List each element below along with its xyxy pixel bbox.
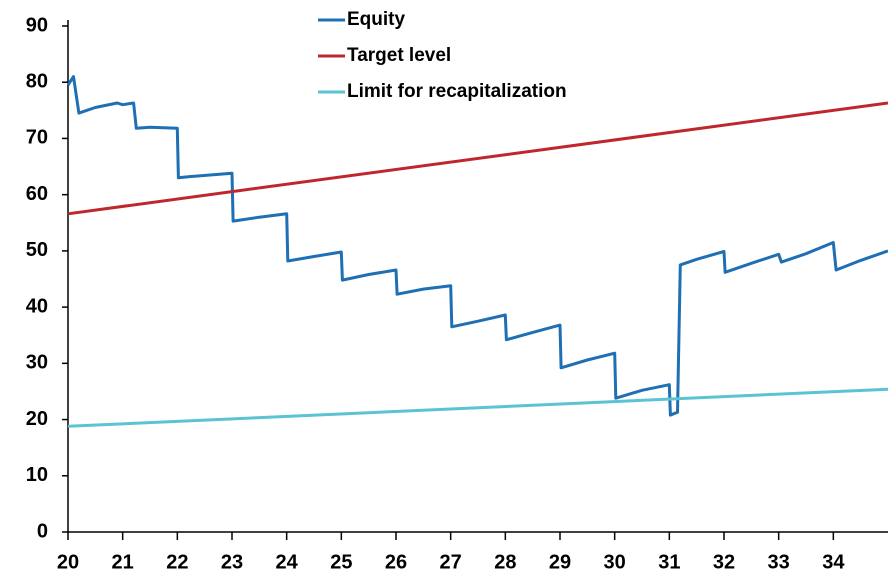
x-tick-label: 30 (604, 551, 626, 573)
y-tick-label: 90 (26, 14, 48, 36)
y-tick-label: 0 (37, 520, 48, 542)
y-tick-label: 20 (26, 408, 48, 430)
y-tick-label: 50 (26, 239, 48, 261)
y-tick-label: 80 (26, 71, 48, 93)
x-tick-label: 32 (713, 551, 735, 573)
x-tick-label: 21 (112, 551, 134, 573)
x-tick-label: 27 (440, 551, 462, 573)
legend: Equity Target level Limit for recapitaliza… (310, 0, 640, 112)
series-line (67, 387, 888, 428)
x-tick-label: 24 (276, 551, 299, 573)
x-tick-label: 34 (822, 551, 845, 573)
series-line (67, 101, 888, 216)
x-tick-label: 33 (768, 551, 790, 573)
legend-label: Equity (347, 9, 405, 30)
x-tick-label: 22 (166, 551, 188, 573)
x-tick-label: 25 (330, 551, 352, 573)
x-tick-label: 28 (494, 551, 516, 573)
legend-label: Limit for recapitalization (347, 81, 567, 102)
x-tick-label: 31 (658, 551, 680, 573)
legend-label: Target level (347, 45, 451, 66)
x-tick-label: 20 (57, 551, 79, 573)
series-line (66, 75, 888, 417)
y-tick-label: 30 (26, 352, 48, 374)
y-tick-label: 70 (26, 127, 48, 149)
y-tick-label: 60 (26, 183, 48, 205)
y-tick-label: 40 (26, 295, 48, 317)
x-tick-label: 26 (385, 551, 407, 573)
x-tick-label: 29 (549, 551, 571, 573)
y-tick-label: 10 (26, 464, 48, 486)
legend-background (310, 0, 640, 112)
x-tick-label: 23 (221, 551, 243, 573)
